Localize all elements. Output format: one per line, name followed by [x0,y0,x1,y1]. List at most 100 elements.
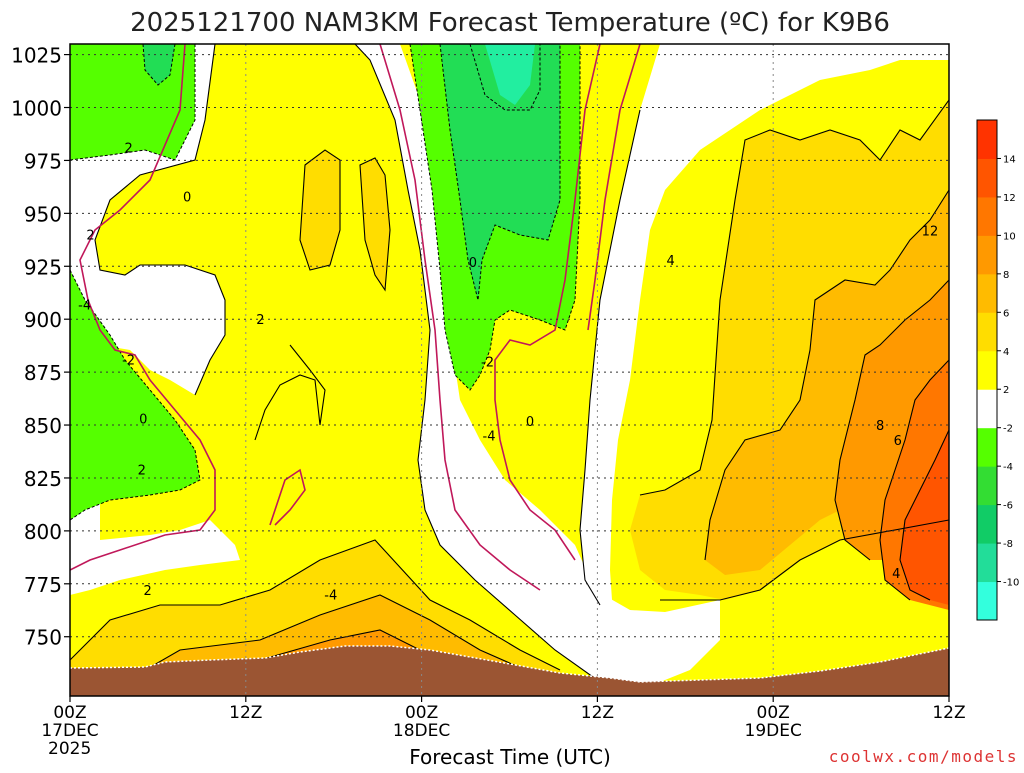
colorbar: -10 -8 -6 -4 -2 2 4 6 8 10 12 14 [976,119,1019,621]
vertical-gridlines [245,44,774,696]
y-tick-label: 950 [24,202,62,226]
colorbar-bin [977,235,997,275]
contour-label: -2 [122,353,135,368]
contour-plus2-left [94,44,226,396]
contour-label: 4 [892,567,900,582]
credit-text: coolwx.com/models [829,747,1018,766]
contour-plus8 [834,279,949,561]
colorbar-frame [976,119,998,621]
terrain-edge [70,645,949,683]
contour-plus2-center-left [354,44,641,691]
colorbar-bin [977,504,997,544]
x-tick-label: 12Z [932,703,965,723]
contour-label: 6 [894,434,902,449]
contour-plus6 [704,189,949,561]
colorbar-bin [977,543,997,583]
colorbar-bin [977,120,997,159]
contour-label: -4 [483,430,496,445]
x-tick-label: 18DEC [393,721,450,741]
freezing-line-bottom [269,468,306,526]
x-tick-label: 19DEC [745,721,802,741]
colorbar-label: 6 [1003,308,1009,319]
x-tick-label: 12Z [581,703,614,723]
y-tick-label: 1025 [11,44,62,68]
field-white-center [355,44,720,690]
contour-labels: 2 -4 2 0 -2 -4 2 0 2 2 -4 0 -2 0 4 4 68 12 [78,142,938,604]
contour-plus2-center-right [579,109,641,606]
x-tick-label: 2025 [48,739,91,759]
x-tick-label: 00Z [405,703,438,723]
y-tick-label: 800 [24,520,62,544]
colorbar-label: -2 [1003,424,1013,435]
y-tick-label: 1000 [11,97,62,121]
contour-label: 0 [526,415,534,430]
contour-label: 0 [139,413,147,428]
colorbar-bin [977,466,997,506]
x-tick-label: 00Z [757,703,790,723]
y-axis: 750 775 800 825 850 875 900 925 950 975 1000 1025 [11,44,70,650]
contour-label: -2 [481,356,494,371]
contour-bottom-1 [70,539,561,671]
contour-plus10 [879,359,949,601]
colorbar-bin [977,273,997,313]
colorbar-bin [977,350,997,390]
colorbar-bin [977,158,997,198]
contour-label: 4 [667,254,675,269]
colorbar-label: 4 [1003,347,1009,358]
x-tick-label: 17DEC [41,721,98,741]
y-tick-label: 875 [24,361,62,385]
contour-plus4-right [639,99,949,496]
plot-frame [69,43,950,697]
contour-minus2-left-mid [70,269,201,521]
freezing-line-top-right [587,44,641,331]
freezing-line-center-left [379,44,541,591]
contour-label: 12 [922,224,939,239]
contour-label: 8 [876,419,884,434]
field-orange-12to14 [900,430,949,605]
x-tick-label: 00Z [53,703,86,723]
contour-minus6-center [469,44,541,111]
contour-label: 2 [256,313,264,328]
colorbar-bin [977,427,997,467]
x-tick-label: 12Z [229,703,262,723]
horizontal-gridlines [70,54,949,638]
colorbar-bin [977,581,997,621]
y-tick-label: 975 [24,149,62,173]
contour-label: 2 [86,229,94,244]
contour-label: -4 [78,298,91,313]
contour-plus12 [899,429,949,601]
field-aqua-core [485,44,535,105]
contour-minus4-center [439,44,561,301]
colorbar-label: 2 [1003,385,1009,396]
y-tick-label: 775 [24,573,62,597]
colorbar-bin [977,312,997,352]
y-tick-label: 925 [24,255,62,279]
terrain-fill [70,646,949,696]
contour-label: 0 [469,256,477,271]
x-axis-title: Forecast Time (UTC) [409,745,611,768]
colorbar-label: -6 [1003,501,1013,512]
colorbar-label: -8 [1003,539,1013,550]
colorbar-label: 8 [1003,270,1009,281]
contour-label: 2 [124,142,132,157]
colorbar-label: 10 [1003,231,1016,242]
field-gold-pocket-2 [360,158,390,290]
contour-label: 2 [138,463,146,478]
contour-label: -4 [324,588,337,603]
contour-plus2-upper-right [660,519,949,601]
y-tick-label: 825 [24,467,62,491]
contour-small [142,44,176,86]
colorbar-label: -4 [1003,462,1013,473]
chart-title: 2025121700 NAM3KM Forecast Temperature (… [130,8,890,38]
colorbar-bin [977,389,997,429]
contour-bottom-2 [99,594,531,696]
colorbar-label: 12 [1003,193,1016,204]
plot-area: 2 -4 2 0 -2 -4 2 0 2 2 -4 0 -2 0 4 4 68 12 [70,44,949,696]
y-tick-label: 850 [24,414,62,438]
freezing-lines [70,44,641,591]
y-tick-label: 900 [24,308,62,332]
contour-label: 0 [183,190,191,205]
